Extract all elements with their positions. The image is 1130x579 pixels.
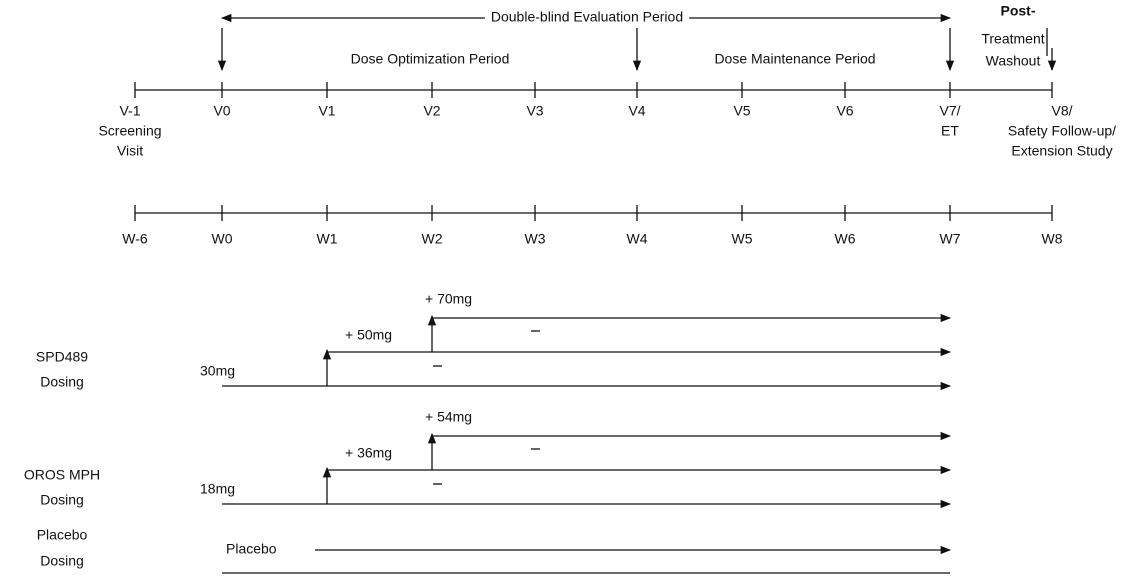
week-label: W4 <box>627 231 648 247</box>
visit-label: Screening <box>98 123 161 139</box>
week-label: W6 <box>835 231 856 247</box>
dose-label: + 54mg <box>425 409 472 425</box>
visit-label: V1 <box>318 103 335 119</box>
washout-label: Treatment <box>981 31 1044 47</box>
dose-label: Placebo <box>226 541 277 557</box>
week-label: W7 <box>940 231 961 247</box>
visit-label: V4 <box>628 103 645 119</box>
washout-label: Post- <box>1001 3 1036 19</box>
dose-label: + 36mg <box>345 445 392 461</box>
label-background <box>484 8 690 25</box>
visit-label: Visit <box>117 143 143 159</box>
visit-label: ET <box>941 123 959 139</box>
dose-label: + 70mg <box>425 291 472 307</box>
evaluation-period-label: Double-blind Evaluation Period <box>491 9 683 25</box>
dose-label: 18mg <box>200 481 235 497</box>
visit-label: V5 <box>733 103 750 119</box>
visit-label: Extension Study <box>1011 143 1112 159</box>
visit-label: V8/ <box>1051 103 1072 119</box>
week-label: W1 <box>317 231 338 247</box>
period-label: Dose Optimization Period <box>351 51 510 67</box>
visit-label: V2 <box>423 103 440 119</box>
visit-label: V0 <box>213 103 230 119</box>
group-label: Placebo <box>37 527 88 543</box>
group-label: Dosing <box>40 553 84 569</box>
visit-label: V7/ <box>939 103 960 119</box>
dose-label: 30mg <box>200 363 235 379</box>
visit-label: V6 <box>836 103 853 119</box>
visit-label: Safety Follow-up/ <box>1008 123 1116 139</box>
period-label: Dose Maintenance Period <box>714 51 875 67</box>
week-label: W-6 <box>122 231 148 247</box>
washout-label: Washout <box>986 53 1041 69</box>
visit-label: V-1 <box>119 103 140 119</box>
week-label: W0 <box>212 231 233 247</box>
group-label: SPD489 <box>36 349 88 365</box>
week-label: W2 <box>422 231 443 247</box>
visit-label: V3 <box>526 103 543 119</box>
group-label: OROS MPH <box>24 467 100 483</box>
group-label: Dosing <box>40 374 84 390</box>
group-label: Dosing <box>40 492 84 508</box>
week-label: W5 <box>732 231 753 247</box>
week-label: W8 <box>1042 231 1063 247</box>
week-label: W3 <box>525 231 546 247</box>
dose-label: + 50mg <box>345 327 392 343</box>
